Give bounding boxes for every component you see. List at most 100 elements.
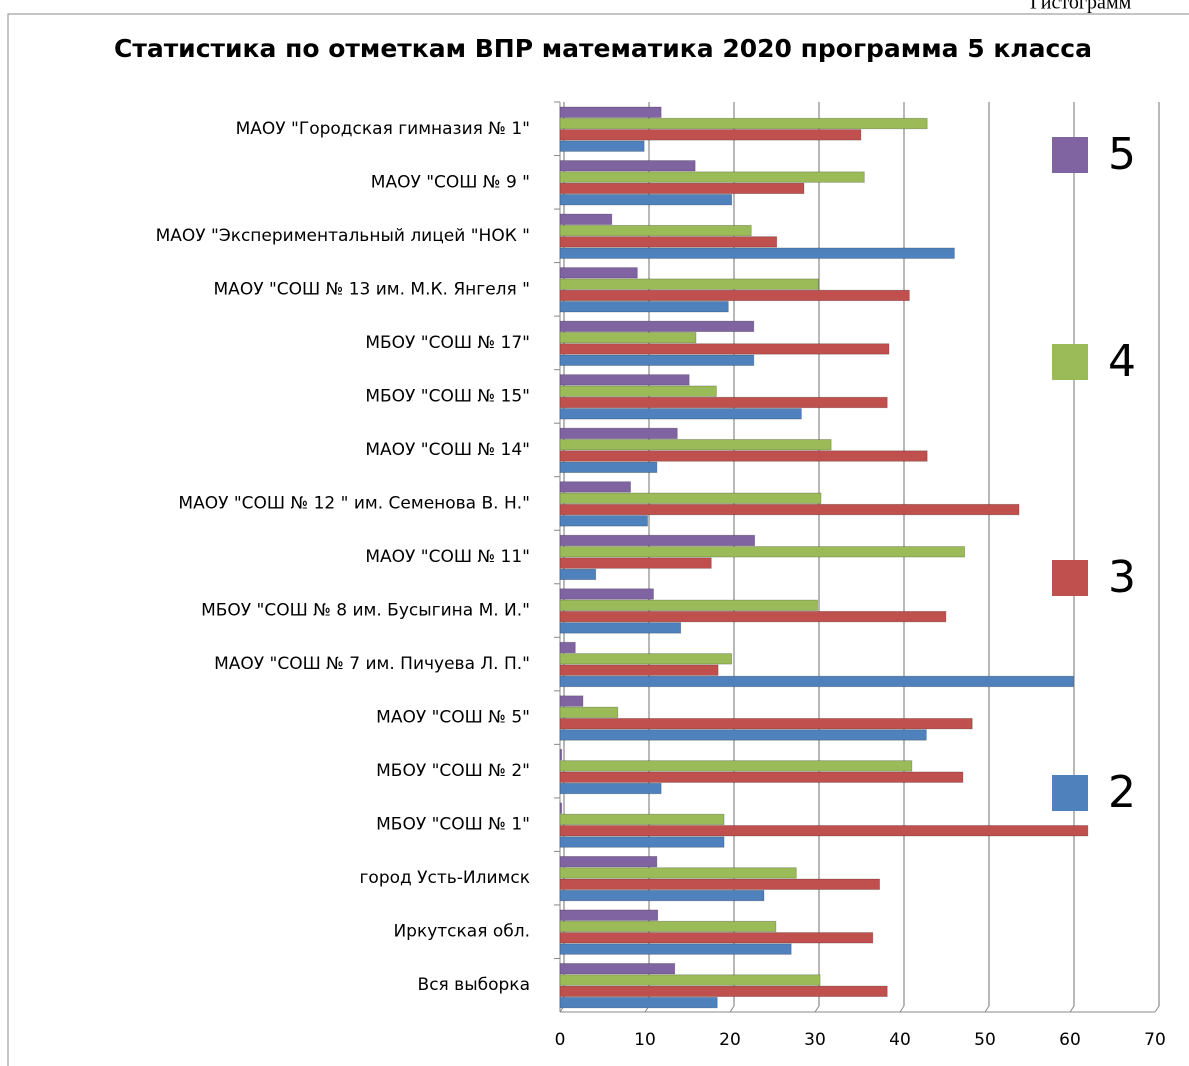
bar — [559, 515, 648, 527]
tick-mark — [984, 1005, 990, 1013]
bar — [559, 706, 619, 719]
bar — [559, 320, 755, 333]
bar — [559, 213, 613, 225]
bar — [559, 332, 697, 344]
bar — [559, 492, 822, 504]
tick-mark — [814, 1005, 820, 1013]
bar — [559, 503, 1020, 516]
bar — [559, 610, 947, 623]
bar — [559, 557, 712, 569]
bar — [559, 385, 717, 397]
x-tick-label: 70 — [1144, 1030, 1166, 1050]
bar — [559, 622, 682, 634]
bar — [559, 194, 733, 206]
bar — [559, 140, 645, 152]
bar — [559, 408, 802, 420]
bar — [559, 943, 792, 955]
y-tick-label: МАОУ "СОШ № 9 " — [371, 172, 530, 192]
y-tick-label: Иркутская обл. — [393, 922, 530, 942]
bar — [559, 867, 797, 879]
bar — [559, 129, 862, 141]
legend-label: 4 — [1108, 336, 1136, 387]
bar — [559, 106, 662, 118]
x-tick-label: 50 — [974, 1030, 996, 1050]
bar — [559, 729, 927, 741]
y-tick-label: МБОУ "СОШ № 15" — [365, 386, 530, 406]
bar — [559, 568, 597, 581]
bar — [559, 889, 765, 902]
bar — [559, 354, 755, 366]
bar — [559, 117, 928, 130]
bar — [559, 481, 631, 493]
caption: Гистограмм — [1030, 0, 1132, 14]
bar — [559, 396, 888, 409]
x-tick-label: 60 — [1059, 1030, 1081, 1050]
bar — [559, 160, 696, 172]
y-tick-label: МАОУ "СОШ № 13 им. М.К. Янгеля " — [214, 279, 530, 299]
bar — [559, 461, 658, 473]
bar — [559, 878, 881, 890]
bar — [559, 236, 778, 248]
bar — [559, 374, 690, 386]
legend-label: 2 — [1108, 767, 1136, 818]
x-tick-label: 20 — [719, 1030, 741, 1050]
bar — [559, 985, 888, 997]
x-tick-label: 30 — [804, 1030, 826, 1050]
bar — [559, 856, 658, 868]
bar — [559, 782, 662, 795]
bar — [559, 653, 733, 665]
bar — [559, 182, 805, 195]
bar — [559, 675, 1074, 688]
tick-mark — [1154, 1005, 1160, 1013]
bar — [559, 289, 910, 302]
tick-mark — [899, 1005, 905, 1013]
legend-swatch — [1052, 560, 1088, 596]
bar — [559, 588, 654, 600]
legend-label: 5 — [1108, 129, 1136, 180]
bar — [559, 278, 819, 290]
bar — [559, 813, 725, 826]
y-tick-label: Вся выборка — [418, 975, 530, 995]
bar — [559, 534, 756, 547]
bar — [559, 695, 584, 707]
bar — [559, 718, 973, 730]
bar — [559, 825, 1089, 837]
legend-swatch — [1052, 137, 1088, 173]
legend-swatch — [1052, 775, 1088, 811]
x-tick-label: 40 — [889, 1030, 911, 1050]
bar — [559, 247, 955, 259]
y-tick-label: МАОУ "СОШ № 7 им. Пичуева Л. П." — [214, 654, 530, 674]
y-tick-label: МБОУ "СОШ № 8 им. Бусыгина М. И." — [201, 601, 530, 621]
y-tick-label: МАОУ "СОШ № 5" — [376, 708, 530, 728]
bar — [559, 267, 638, 279]
legend-swatch — [1052, 344, 1088, 380]
bar — [559, 439, 832, 451]
x-tick-label: 10 — [634, 1030, 656, 1050]
y-tick-label: МАОУ "СОШ № 12 " им. Семенова В. Н." — [178, 493, 530, 513]
y-tick-label: МАОУ "Экспериментальный лицей "НОК " — [156, 226, 530, 246]
bar — [559, 546, 966, 558]
y-tick-label: МАОУ "СОШ № 11" — [365, 547, 530, 567]
bar — [559, 599, 818, 611]
bar — [559, 450, 928, 462]
chart-title: Статистика по отметкам ВПР математика 20… — [114, 34, 1092, 63]
bar — [559, 974, 821, 986]
bar — [559, 932, 874, 944]
y-tick-label: МАОУ "СОШ № 14" — [365, 440, 530, 460]
bar — [559, 909, 659, 921]
x-tick-label: 0 — [555, 1030, 566, 1050]
y-tick-label: МАОУ "Городская гимназия № 1" — [236, 119, 530, 139]
legend-label: 3 — [1108, 552, 1136, 603]
y-tick-label: город Усть-Илимск — [359, 868, 530, 888]
bar — [559, 771, 964, 783]
bar — [559, 224, 752, 237]
bar — [559, 301, 729, 313]
bar — [559, 920, 777, 933]
tick-mark — [1069, 1005, 1075, 1013]
bar — [559, 343, 890, 355]
bar — [559, 760, 913, 772]
bar — [559, 641, 576, 654]
bar — [559, 664, 719, 676]
y-tick-label: МБОУ "СОШ № 2" — [376, 761, 530, 781]
